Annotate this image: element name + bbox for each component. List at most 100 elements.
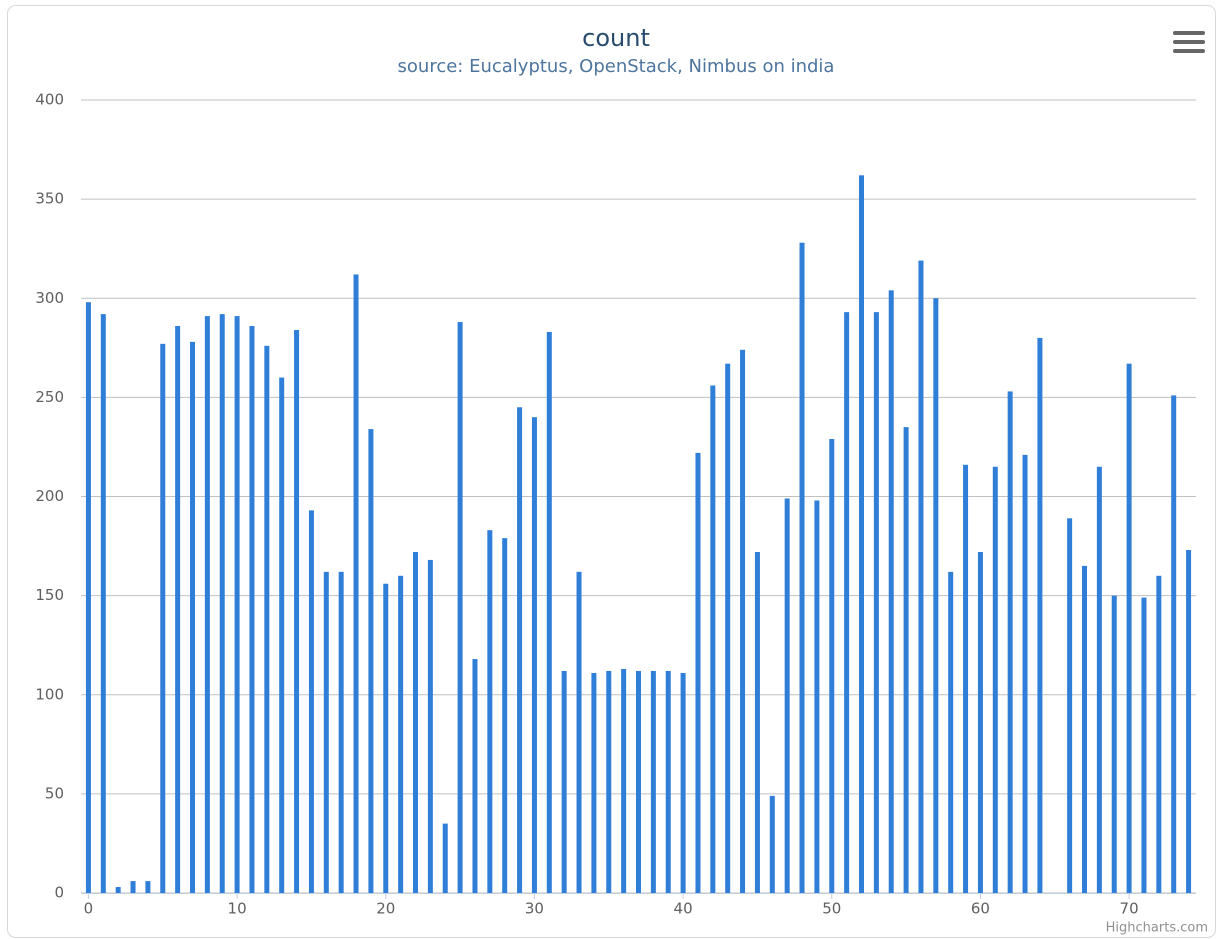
bar xyxy=(308,510,314,893)
y-tick-label: 50 xyxy=(45,784,64,802)
bar xyxy=(1141,597,1147,893)
bar xyxy=(1022,454,1028,893)
bar xyxy=(799,242,805,894)
bar xyxy=(457,322,463,893)
bar xyxy=(814,500,820,893)
bar xyxy=(1096,466,1102,893)
bar xyxy=(175,326,181,893)
bar xyxy=(918,260,924,893)
bar xyxy=(487,530,493,893)
y-tick-label: 200 xyxy=(35,487,64,505)
y-tick-label: 250 xyxy=(35,388,64,406)
y-tick-label: 300 xyxy=(35,289,64,307)
chart-frame xyxy=(7,5,1216,938)
bar xyxy=(933,298,939,893)
menu-bar[interactable] xyxy=(1173,31,1205,35)
bar xyxy=(546,331,552,893)
x-tick-label: 20 xyxy=(376,900,395,918)
y-tick-label: 350 xyxy=(35,190,64,208)
y-tick-label: 400 xyxy=(35,91,64,109)
bar xyxy=(650,670,656,893)
bar xyxy=(1067,518,1073,893)
bar xyxy=(977,552,983,893)
bar xyxy=(249,326,255,893)
credit[interactable]: Highcharts.com xyxy=(1106,921,1208,936)
bar xyxy=(1082,565,1087,893)
x-tick-label: 50 xyxy=(822,900,841,918)
bar xyxy=(576,571,582,893)
bar xyxy=(784,498,790,893)
bar xyxy=(368,429,374,893)
bar xyxy=(710,385,716,893)
bar xyxy=(115,887,121,893)
x-tick-label: 0 xyxy=(84,900,94,918)
x-tick-label: 10 xyxy=(228,900,247,918)
bar xyxy=(502,538,508,893)
bar xyxy=(279,377,285,893)
bar xyxy=(1126,363,1132,893)
bar xyxy=(844,312,850,893)
y-tick-label: 150 xyxy=(35,586,64,604)
bar xyxy=(873,312,879,893)
bar xyxy=(1171,395,1177,893)
chart-title: count xyxy=(582,24,650,52)
bar xyxy=(442,823,448,893)
menu-bar[interactable] xyxy=(1173,49,1205,53)
bar xyxy=(829,439,835,893)
bar xyxy=(621,668,627,893)
x-tick-label: 60 xyxy=(971,900,990,918)
bar xyxy=(383,583,389,893)
bar xyxy=(472,659,478,893)
bar xyxy=(754,552,760,893)
bar xyxy=(264,345,270,894)
bar xyxy=(338,571,344,893)
bar xyxy=(160,343,166,893)
bar xyxy=(413,552,418,893)
y-tick-label: 100 xyxy=(35,685,64,703)
bar xyxy=(353,274,359,894)
bar xyxy=(234,316,240,893)
bar xyxy=(100,314,106,893)
bar xyxy=(695,452,701,893)
bar xyxy=(130,881,136,893)
bar xyxy=(190,341,195,893)
bar xyxy=(294,329,300,894)
bar xyxy=(1007,391,1013,893)
y-tick-label: 0 xyxy=(54,884,64,902)
bar xyxy=(323,571,329,893)
bar xyxy=(591,672,597,893)
bar xyxy=(1186,550,1192,893)
menu-button[interactable] xyxy=(1173,31,1205,53)
bar xyxy=(561,670,567,893)
bar xyxy=(636,670,641,893)
bar xyxy=(740,349,746,893)
bar xyxy=(1037,337,1043,893)
bar xyxy=(725,363,731,893)
bar xyxy=(85,302,91,894)
bar xyxy=(427,559,433,893)
bar xyxy=(769,795,775,893)
bar xyxy=(517,407,523,893)
menu-bar[interactable] xyxy=(1173,40,1205,44)
x-tick-label: 30 xyxy=(525,900,544,918)
bar xyxy=(145,881,151,893)
bar xyxy=(1156,575,1162,893)
bar xyxy=(859,175,864,893)
bar xyxy=(204,316,210,893)
bar xyxy=(1111,595,1117,893)
bar xyxy=(903,427,909,893)
x-tick-label: 40 xyxy=(674,900,693,918)
x-tick-label: 70 xyxy=(1120,900,1139,918)
chart-subtitle: source: Eucalyptus, OpenStack, Nimbus on… xyxy=(398,56,835,77)
bar xyxy=(531,417,537,893)
bar xyxy=(888,290,894,893)
bar xyxy=(963,464,969,893)
bar xyxy=(398,575,404,893)
bar xyxy=(606,670,612,893)
bar xyxy=(219,314,225,893)
bar xyxy=(665,670,671,893)
bar xyxy=(680,672,686,893)
bar xyxy=(948,571,954,893)
